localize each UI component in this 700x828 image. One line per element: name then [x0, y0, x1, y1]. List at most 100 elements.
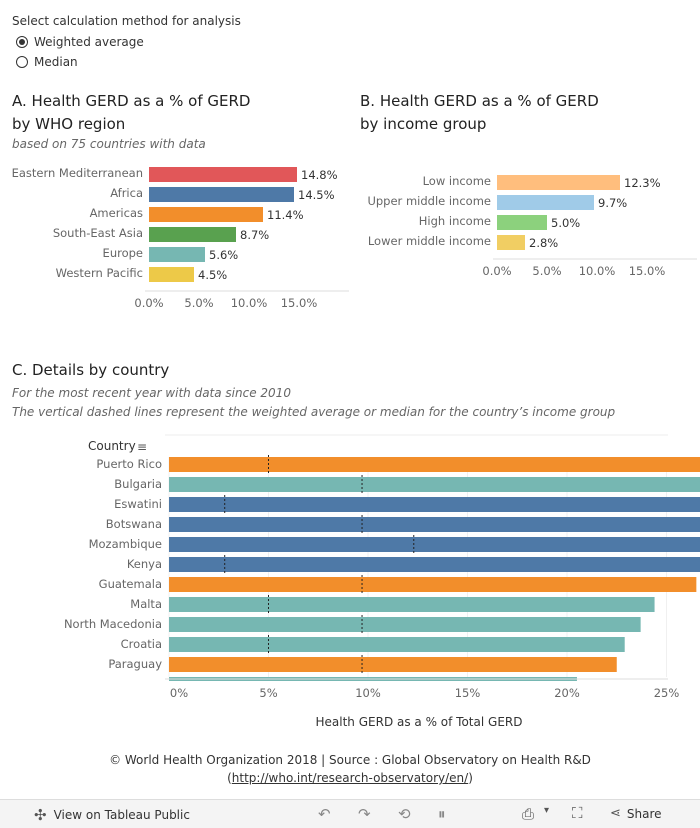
chart-c-title: C. Details by country	[12, 361, 170, 379]
category-label: Americas	[90, 206, 143, 220]
x-tick-label: 15%	[455, 686, 481, 700]
country-label: Mozambique	[89, 537, 162, 551]
share-label: Share	[626, 806, 662, 821]
radio-unchecked-icon[interactable]	[16, 56, 28, 68]
chart-b-title: B. Health GERD as a % of GERD by income …	[360, 90, 599, 136]
bar	[497, 175, 620, 190]
tick-label: 0.0%	[134, 296, 163, 310]
country-bar	[169, 557, 700, 572]
country-bar	[169, 477, 700, 492]
country-label: Malta	[130, 597, 162, 611]
x-tick-label: 25%	[654, 686, 680, 700]
bar	[149, 247, 205, 262]
value-label: 2.8%	[529, 236, 558, 250]
value-label: 14.5%	[298, 188, 335, 202]
country-bar	[169, 517, 700, 532]
bar	[149, 167, 297, 182]
value-label: 11.4%	[267, 208, 304, 222]
country-bar	[169, 617, 641, 632]
category-label: High income	[419, 214, 491, 228]
chart-a-title-line2: by WHO region	[12, 115, 126, 133]
view-on-tableau-label: View on Tableau Public	[53, 808, 190, 822]
view-on-tableau-button[interactable]: ✣ View on Tableau Public	[34, 806, 190, 824]
radio-weighted-average[interactable]: Weighted average	[16, 35, 144, 49]
bar	[149, 227, 236, 242]
chart-b-income: Low income 12.3% Upper middle income 9.7% Hi…	[367, 174, 697, 278]
x-tick-label: 20%	[554, 686, 580, 700]
country-bar	[169, 597, 655, 612]
footer-paren-open: (	[227, 771, 232, 785]
country-label: Kenya	[127, 557, 162, 571]
radio-label: Median	[34, 55, 78, 69]
bar	[497, 215, 547, 230]
country-bar	[169, 657, 617, 672]
source-link[interactable]: http://who.int/research-observatory/en/	[231, 771, 469, 785]
chevron-down-icon[interactable]: ▾	[544, 805, 550, 816]
radio-checked-icon[interactable]	[16, 36, 28, 48]
country-label: Puerto Rico	[96, 457, 162, 471]
country-label: Croatia	[121, 637, 162, 651]
x-axis-title: Health GERD as a % of Total GERD	[316, 715, 523, 729]
category-label: Africa	[110, 186, 143, 200]
tick-label: 5.0%	[184, 296, 213, 310]
fullscreen-icon[interactable]: ⛶	[572, 804, 583, 822]
value-label: 5.0%	[551, 216, 580, 230]
bar	[497, 195, 594, 210]
tick-label: 15.0%	[629, 264, 666, 278]
country-label: North Macedonia	[64, 617, 162, 631]
chart-a-title: A. Health GERD as a % of GERD by WHO reg…	[12, 90, 250, 136]
value-label: 8.7%	[240, 228, 269, 242]
x-tick-label: 5%	[259, 686, 277, 700]
download-icon[interactable]: ⎙	[522, 805, 535, 823]
country-label: Guatemala	[99, 577, 162, 591]
bar	[149, 207, 263, 222]
chart-a-subtitle: based on 75 countries with data	[12, 137, 206, 151]
category-label: Eastern Mediterranean	[12, 166, 143, 180]
chart-c-subtitle-2: The vertical dashed lines represent the …	[12, 405, 616, 419]
chart-b-title-line2: by income group	[360, 115, 487, 133]
country-bar	[169, 577, 697, 592]
x-tick-label: 0%	[170, 686, 188, 700]
chart-a-region: Eastern Mediterranean 14.8% Africa 14.5% Ame…	[12, 166, 349, 310]
country-label: Botswana	[106, 517, 162, 531]
tick-label: 5.0%	[532, 264, 561, 278]
category-label: South-East Asia	[53, 226, 143, 240]
share-icon: ⋖	[610, 806, 621, 821]
tableau-toolbar: ✣ View on Tableau Public ↶ ↷ ⟲ ⏸ ⎙ ▾ ⛶ ⋖…	[0, 799, 700, 828]
footer-credit: © World Health Organization 2018 | Sourc…	[109, 753, 591, 767]
country-bar	[169, 537, 700, 552]
share-button[interactable]: ⋖ Share	[610, 806, 662, 821]
category-label: Low income	[423, 174, 491, 188]
value-label: 5.6%	[209, 248, 238, 262]
value-label: 4.5%	[198, 268, 227, 282]
revert-icon[interactable]: ⟲	[398, 805, 411, 823]
chart-b-title-line1: B. Health GERD as a % of GERD	[360, 92, 599, 110]
country-label: Paraguay	[108, 657, 162, 671]
pause-icon[interactable]: ⏸	[438, 805, 446, 823]
bar	[497, 235, 525, 250]
chart-c-subtitle-1: For the most recent year with data since…	[12, 386, 291, 400]
category-label: Lower middle income	[368, 234, 491, 248]
radio-median[interactable]: Median	[16, 55, 78, 69]
chart-a-title-line1: A. Health GERD as a % of GERD	[12, 92, 251, 110]
country-axis-header: Country	[88, 439, 136, 453]
tick-label: 0.0%	[482, 264, 511, 278]
value-label: 12.3%	[624, 176, 661, 190]
tick-label: 10.0%	[231, 296, 268, 310]
value-label: 14.8%	[301, 168, 338, 182]
value-label: 9.7%	[598, 196, 627, 210]
category-label: Western Pacific	[56, 266, 143, 280]
method-prompt: Select calculation method for analysis	[12, 14, 241, 28]
x-tick-label: 10%	[355, 686, 381, 700]
country-label: Bulgaria	[114, 477, 162, 491]
tick-label: 10.0%	[579, 264, 616, 278]
bar	[149, 187, 294, 202]
category-label: Upper middle income	[367, 194, 491, 208]
sort-icon: ≡	[137, 440, 147, 454]
tableau-logo-icon: ✣	[34, 806, 47, 824]
chart-c-country: Country ≡ Puerto Rico Bulgaria Eswatini Botsw…	[64, 434, 700, 729]
radio-label: Weighted average	[34, 35, 144, 49]
redo-icon[interactable]: ↷	[358, 805, 371, 823]
undo-icon[interactable]: ↶	[318, 805, 331, 823]
footer-link-line: (http://who.int/research-observatory/en/…	[0, 771, 700, 785]
